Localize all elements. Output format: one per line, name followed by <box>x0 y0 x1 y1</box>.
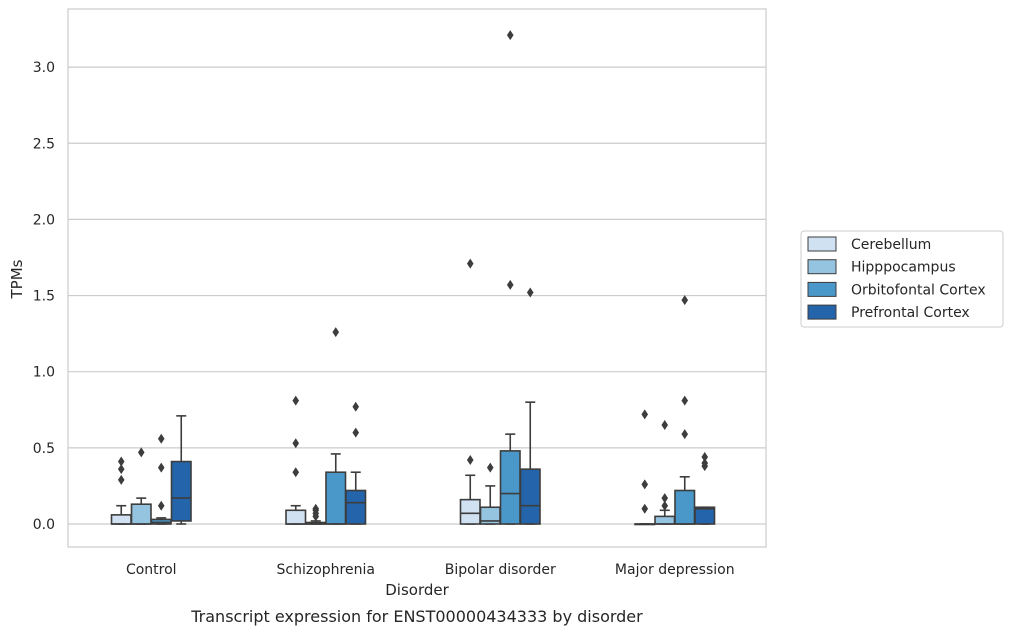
outlier-point <box>292 395 300 406</box>
outlier-point <box>466 258 474 269</box>
box <box>345 489 367 525</box>
x-axis-label: Disorder <box>385 581 449 599</box>
outlier-point <box>506 30 514 41</box>
outlier-point <box>312 503 320 514</box>
outlier-point <box>157 500 165 511</box>
box <box>694 506 716 525</box>
outlier-point <box>117 456 125 467</box>
outlier-point <box>466 455 474 466</box>
x-tick-labels: Control Schizophrenia Bipolar disorder Majo… <box>126 562 735 578</box>
outlier-point <box>157 462 165 473</box>
outlier-point <box>701 451 709 462</box>
legend-label: Orbitofontal Cortex <box>851 282 986 298</box>
box <box>110 514 132 525</box>
box <box>519 468 541 525</box>
legend-label: Cerebellum <box>851 237 931 253</box>
y-tick-label: 2.5 <box>33 136 55 152</box>
plot-frame <box>67 8 767 548</box>
outlier-point <box>506 279 514 290</box>
x-tick-label: Bipolar disorder <box>445 562 556 578</box>
plot-marks <box>110 30 716 526</box>
x-tick-label: Control <box>126 562 177 578</box>
box <box>459 498 481 525</box>
legend-swatch <box>807 304 837 320</box>
y-tick-label: 0.5 <box>33 441 55 457</box>
outlier-point <box>661 420 669 431</box>
outlier-point <box>332 327 340 338</box>
legend-frame <box>800 230 1004 328</box>
legend-swatch <box>807 259 837 275</box>
box <box>654 515 676 525</box>
y-tick-label: 1.5 <box>33 289 55 305</box>
y-tick-label: 2.0 <box>33 212 55 228</box>
box <box>499 450 521 525</box>
box <box>130 503 152 525</box>
outlier-point <box>117 474 125 485</box>
outlier-point <box>641 503 649 514</box>
outlier-point <box>701 458 709 469</box>
x-tick-label: Major depression <box>615 562 735 578</box>
outlier-point <box>661 500 669 511</box>
y-tick-labels: 0.0 0.5 1.0 1.5 2.0 2.5 3.0 <box>33 60 55 533</box>
legend-label: Prefrontal Cortex <box>851 305 970 321</box>
y-tick-label: 1.0 <box>33 365 55 381</box>
box <box>285 509 307 525</box>
outlier-point <box>352 401 360 412</box>
outlier-point <box>641 479 649 490</box>
outlier-point <box>681 295 689 306</box>
legend-label: Hipppocampus <box>851 260 956 276</box>
outlier-point <box>137 447 145 458</box>
outlier-point <box>157 433 165 444</box>
legend-swatch <box>807 236 837 252</box>
y-axis-label: TPMs <box>8 259 26 299</box>
outlier-point <box>681 395 689 406</box>
outlier-point <box>352 427 360 438</box>
legend-swatch <box>807 281 837 297</box>
outlier-point <box>526 287 534 298</box>
outlier-point <box>486 462 494 473</box>
chart-caption: Transcript expression for ENST0000043433… <box>190 607 643 626</box>
box <box>170 460 192 522</box>
y-tick-label: 0.0 <box>33 517 55 533</box>
outlier-point <box>641 409 649 420</box>
outlier-point <box>681 429 689 440</box>
legend: Cerebellum Hipppocampus Orbitofontal Corte… <box>800 230 1004 328</box>
outlier-point <box>661 493 669 504</box>
outlier-point <box>117 464 125 475</box>
x-tick-label: Schizophrenia <box>277 562 375 578</box>
box <box>325 471 347 525</box>
outlier-point <box>292 467 300 478</box>
y-tick-label: 3.0 <box>33 60 55 76</box>
box <box>674 489 696 525</box>
outlier-point <box>292 438 300 449</box>
